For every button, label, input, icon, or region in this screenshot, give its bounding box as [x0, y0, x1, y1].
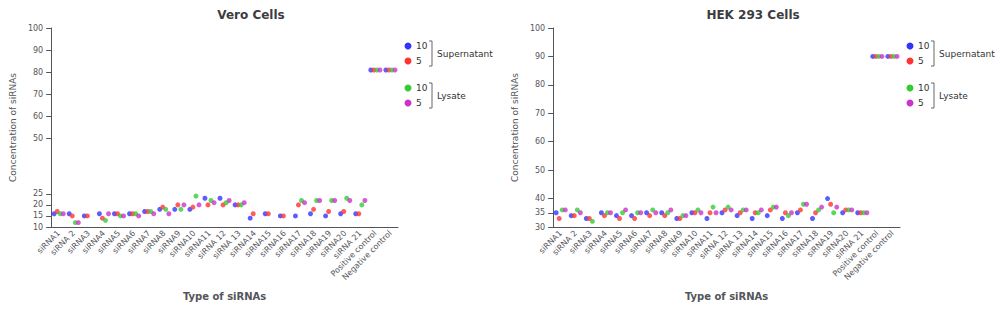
svg-text:siRNA11: siRNA11	[182, 228, 213, 259]
svg-text:Lysate: Lysate	[939, 91, 968, 101]
svg-text:80: 80	[534, 80, 544, 89]
svg-text:siRNA 2: siRNA 2	[48, 228, 77, 258]
svg-text:Negative control: Negative control	[341, 229, 394, 282]
svg-text:Concentration of siRNAs: Concentration of siRNAs	[8, 73, 18, 182]
svg-text:siRNA 13: siRNA 13	[712, 228, 745, 261]
svg-text:Supernatant: Supernatant	[939, 49, 995, 59]
svg-text:50: 50	[33, 134, 43, 143]
svg-text:5: 5	[918, 98, 924, 108]
svg-text:siRNA5: siRNA5	[95, 228, 123, 256]
svg-text:Vero Cells: Vero Cells	[217, 8, 284, 22]
svg-text:siRNA19: siRNA19	[804, 228, 835, 259]
svg-text:Type of siRNAs: Type of siRNAs	[183, 291, 266, 302]
svg-text:siRNA8: siRNA8	[141, 228, 168, 256]
svg-text:siRNA8: siRNA8	[642, 228, 669, 256]
svg-text:100: 100	[28, 24, 43, 33]
svg-text:siRNA17: siRNA17	[774, 228, 805, 259]
svg-text:siRNA20: siRNA20	[318, 228, 349, 259]
svg-text:100: 100	[529, 24, 544, 33]
svg-text:Type of siRNAs: Type of siRNAs	[684, 291, 767, 302]
svg-text:siRNA14: siRNA14	[729, 228, 760, 259]
svg-text:10: 10	[416, 41, 428, 51]
svg-text:Lysate: Lysate	[437, 91, 466, 101]
svg-text:siRNA1: siRNA1	[536, 228, 564, 256]
svg-text:20: 20	[33, 200, 43, 209]
svg-text:Positive control: Positive control	[329, 228, 379, 279]
svg-text:siRNA3: siRNA3	[65, 228, 93, 256]
svg-text:siRNA7: siRNA7	[627, 228, 654, 256]
svg-text:siRNA6: siRNA6	[110, 228, 138, 256]
svg-text:Supernatant: Supernatant	[437, 49, 493, 59]
svg-text:10: 10	[33, 223, 43, 232]
svg-text:90: 90	[534, 52, 544, 61]
svg-text:15: 15	[33, 211, 43, 220]
svg-text:60: 60	[33, 112, 43, 121]
svg-text:siRNA20: siRNA20	[819, 228, 850, 259]
svg-text:siRNA 21: siRNA 21	[331, 228, 364, 261]
svg-text:5: 5	[918, 56, 924, 66]
svg-text:siRNA10: siRNA10	[669, 228, 700, 259]
svg-text:siRNA19: siRNA19	[303, 228, 334, 259]
svg-text:siRNA4: siRNA4	[582, 228, 609, 256]
svg-text:Negative control: Negative control	[842, 229, 895, 282]
svg-text:70: 70	[33, 90, 43, 99]
svg-text:5: 5	[416, 98, 422, 108]
svg-text:siRNA5: siRNA5	[597, 228, 624, 256]
svg-text:30: 30	[534, 223, 544, 232]
svg-text:siRNA15: siRNA15	[242, 228, 273, 259]
svg-text:siRNA16: siRNA16	[759, 228, 790, 259]
svg-text:siRNA4: siRNA4	[80, 228, 108, 256]
svg-text:siRNA1: siRNA1	[35, 228, 62, 256]
svg-text:10: 10	[918, 41, 930, 51]
svg-text:90: 90	[33, 46, 43, 55]
svg-text:Positive control: Positive control	[830, 228, 881, 279]
svg-text:siRNA 2: siRNA 2	[550, 228, 579, 258]
svg-text:Concentration of siRNAs: Concentration of siRNAs	[509, 73, 519, 182]
svg-text:70: 70	[534, 109, 544, 118]
svg-text:40: 40	[534, 194, 544, 203]
svg-text:10: 10	[416, 83, 428, 93]
svg-text:80: 80	[33, 68, 43, 77]
svg-text:25: 25	[33, 189, 43, 198]
svg-text:siRNA14: siRNA14	[227, 228, 258, 259]
svg-text:50: 50	[534, 166, 544, 175]
svg-text:HEK 293 Cells: HEK 293 Cells	[706, 8, 799, 22]
svg-text:siRNA18: siRNA18	[789, 228, 820, 259]
svg-text:siRNA9: siRNA9	[657, 228, 684, 256]
svg-text:siRNA6: siRNA6	[612, 228, 639, 256]
svg-text:siRNA3: siRNA3	[567, 228, 594, 256]
svg-text:siRNA17: siRNA17	[273, 228, 304, 259]
svg-text:35: 35	[534, 208, 544, 217]
svg-text:siRNA16: siRNA16	[258, 228, 289, 259]
svg-text:siRNA7: siRNA7	[125, 228, 153, 256]
svg-text:siRNA11: siRNA11	[684, 228, 715, 259]
svg-text:10: 10	[918, 83, 930, 93]
svg-text:siRNA15: siRNA15	[744, 228, 775, 259]
svg-text:siRNA 12: siRNA 12	[195, 228, 228, 261]
svg-text:siRNA9: siRNA9	[156, 228, 183, 256]
svg-text:60: 60	[534, 137, 544, 146]
svg-text:siRNA 12: siRNA 12	[697, 228, 730, 261]
svg-text:siRNA18: siRNA18	[288, 228, 319, 259]
svg-text:siRNA 13: siRNA 13	[211, 228, 243, 261]
svg-text:5: 5	[416, 56, 422, 66]
svg-text:siRNA10: siRNA10	[167, 228, 198, 259]
svg-text:siRNA 21: siRNA 21	[833, 228, 865, 261]
